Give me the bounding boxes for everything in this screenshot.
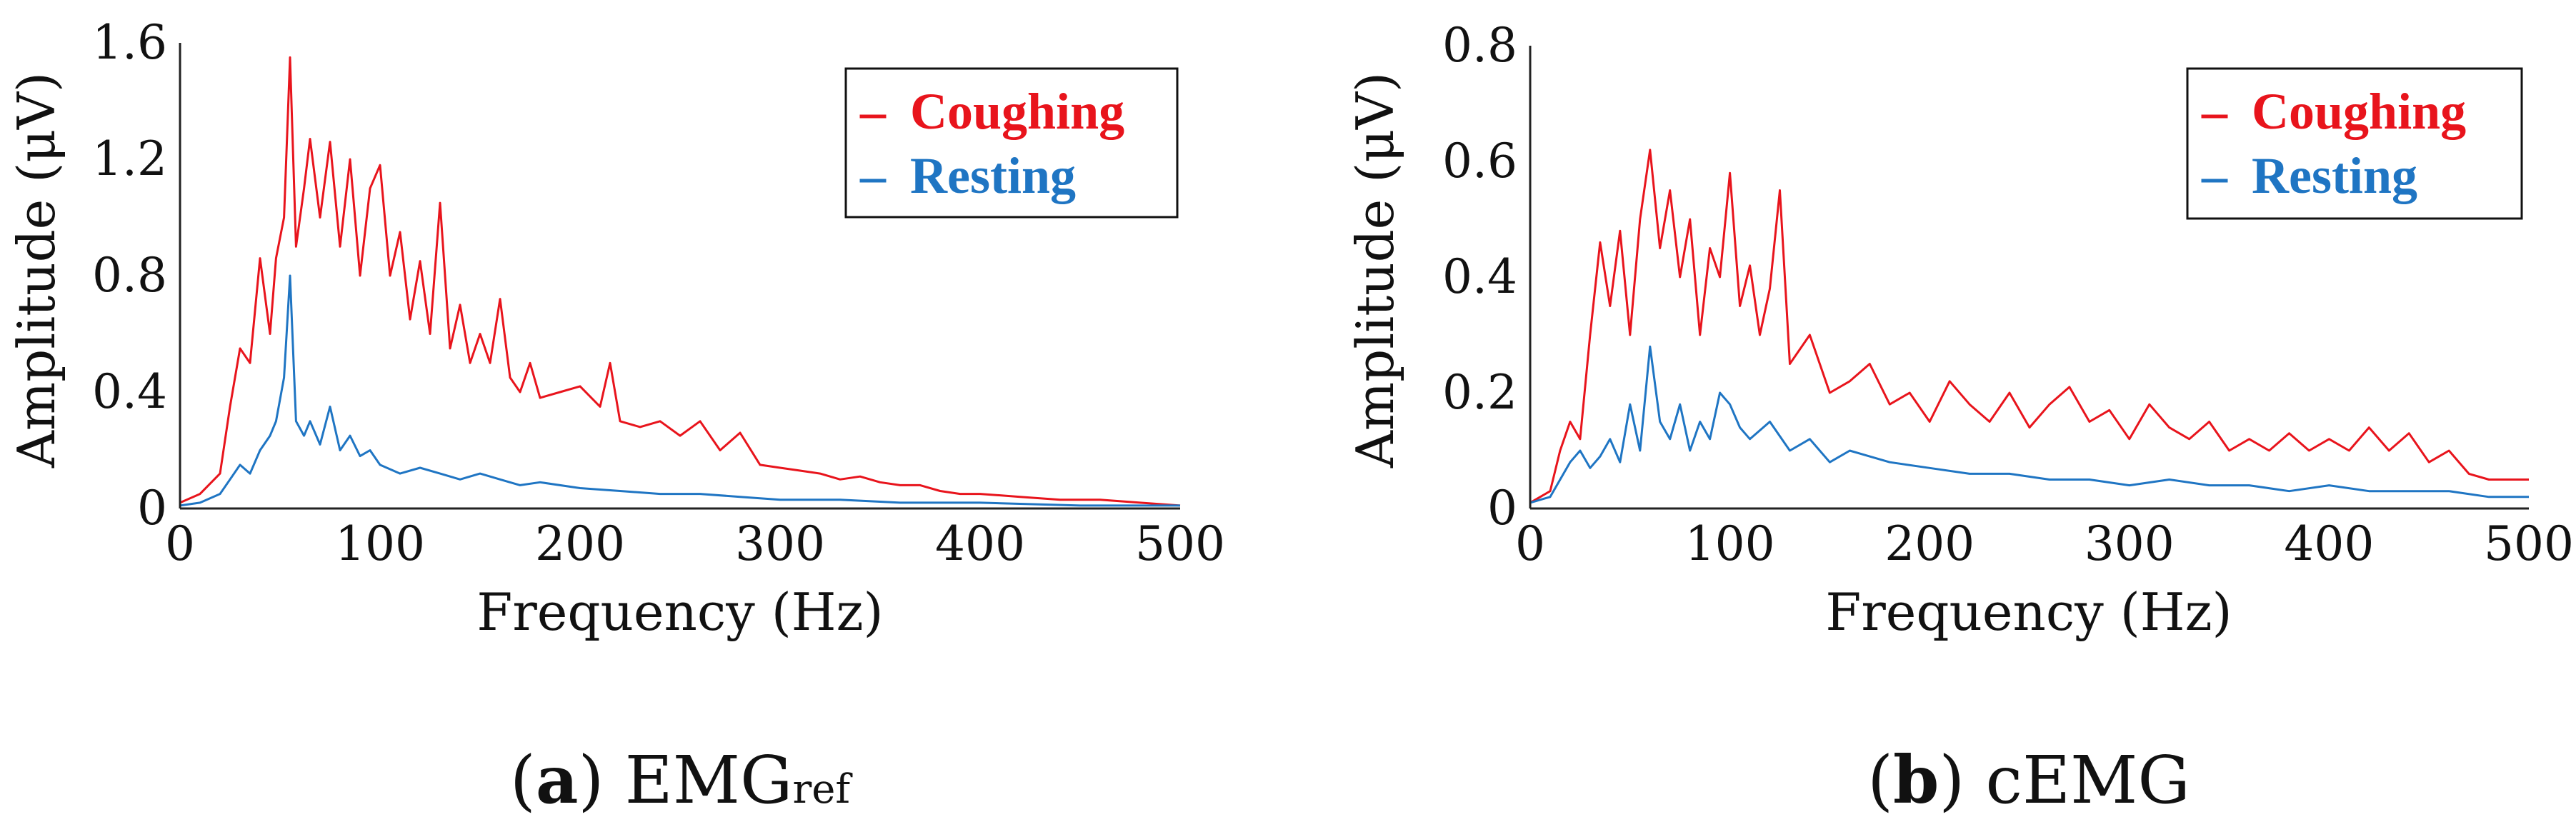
caption-suffix: ) xyxy=(578,742,624,818)
series-line-coughing xyxy=(179,56,1181,507)
x-tick-label: 400 xyxy=(935,516,1025,571)
panel-b-legend: – Coughing – Resting xyxy=(2186,67,2523,220)
series-line-resting xyxy=(179,274,1180,507)
y-tick-label: 1.2 xyxy=(92,131,167,186)
panel-b-legend-item-coughing: – Coughing xyxy=(2201,83,2466,140)
caption-text: EMG xyxy=(625,742,793,818)
panel-a-legend-item-coughing: – Coughing xyxy=(859,83,1124,140)
y-tick-label: 0 xyxy=(1487,481,1517,536)
y-tick-label: 0.4 xyxy=(1442,249,1517,304)
x-tick-label: 100 xyxy=(335,516,425,571)
y-tick-label: 1.6 xyxy=(92,15,167,70)
caption-prefix: ( xyxy=(1867,742,1893,818)
y-tick-label: 0.6 xyxy=(1442,134,1517,189)
x-tick-label: 500 xyxy=(2484,516,2574,571)
x-tick-label: 200 xyxy=(1884,516,1975,571)
series-line-coughing xyxy=(1529,149,2529,504)
legend-marker: – xyxy=(859,83,887,140)
panel-a-legend: – Coughing – Resting xyxy=(844,67,1179,219)
caption-prefix: ( xyxy=(510,742,536,818)
panel-a-legend-box xyxy=(844,67,1179,219)
legend-marker: – xyxy=(2201,83,2228,140)
y-tick-label: 0.8 xyxy=(1442,18,1517,73)
panel-b-legend-box xyxy=(2186,67,2523,220)
panel-a-caption: (a) EMGref xyxy=(510,741,853,818)
x-tick-label: 500 xyxy=(1135,516,1225,571)
caption-letter: a xyxy=(536,741,579,818)
series-line-resting xyxy=(1529,345,2529,504)
panel-a-ylabel: Amplitude (μV) xyxy=(6,72,66,468)
legend-label: Coughing xyxy=(910,83,1124,140)
caption-letter: b xyxy=(1893,741,1939,818)
x-tick-label: 0 xyxy=(165,516,195,571)
y-tick-label: 0.2 xyxy=(1442,365,1517,420)
panel-a-plot: 0 0.4 0.8 1.2 1.6 0 100 200 300 400 500 xyxy=(92,15,1225,571)
x-tick-label: 300 xyxy=(735,516,825,571)
y-tick-label: 0.8 xyxy=(92,248,167,303)
panel-a-xlabel: Frequency (Hz) xyxy=(476,582,883,642)
legend-marker: – xyxy=(2201,147,2228,204)
legend-label: Coughing xyxy=(2252,83,2466,140)
legend-label: Resting xyxy=(910,147,1076,204)
y-tick-label: 0.4 xyxy=(92,364,167,419)
caption-subscript: ref xyxy=(792,766,853,813)
panel-a: Amplitude (μV) 0 0.4 0.8 1.2 1.6 0 100 200 300 4… xyxy=(6,15,1225,818)
x-tick-label: 200 xyxy=(535,516,625,571)
y-tick-label: 0 xyxy=(137,481,167,536)
panel-b-legend-item-resting: – Resting xyxy=(2201,147,2417,204)
panel-b-xlabel: Frequency (Hz) xyxy=(1825,582,2232,642)
panel-b-ylabel: Amplitude (μV) xyxy=(1345,72,1405,468)
x-tick-label: 100 xyxy=(1685,516,1775,571)
x-tick-label: 0 xyxy=(1515,516,1545,571)
x-tick-label: 400 xyxy=(2284,516,2374,571)
caption-suffix: ) xyxy=(1939,742,1985,818)
panel-a-legend-item-resting: – Resting xyxy=(859,147,1076,204)
legend-marker: – xyxy=(859,147,887,204)
panel-b-caption: (b) cEMG xyxy=(1867,741,2190,818)
caption-text: cEMG xyxy=(1985,742,2190,818)
legend-label: Resting xyxy=(2252,147,2417,204)
panel-b-plot: 0 0.2 0.4 0.6 0.8 0 100 200 300 400 500 xyxy=(1442,18,2574,571)
x-tick-label: 300 xyxy=(2085,516,2175,571)
panel-b: Amplitude (μV) 0 0.2 0.4 0.6 0.8 0 100 200 300 4… xyxy=(1345,18,2574,818)
